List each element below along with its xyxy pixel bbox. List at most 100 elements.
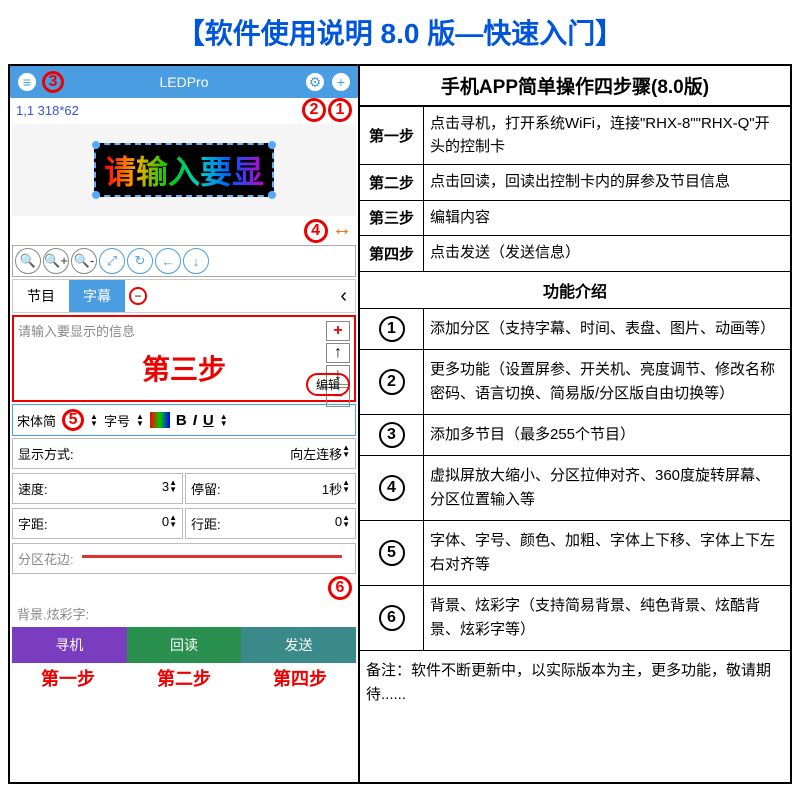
bold-button[interactable]: B	[176, 412, 187, 429]
step4-label: 第四步	[242, 665, 358, 691]
stepper-icon[interactable]: ▲▼	[169, 514, 177, 533]
feature-row: 5字体、字号、颜色、加粗、字体上下移、字体上下左右对齐等	[360, 521, 790, 586]
feature-desc: 添加分区（支持字幕、时间、表盘、图片、动画等）	[424, 309, 790, 349]
arrow-icon: ↔	[332, 218, 352, 240]
rotate-icon[interactable]: ↻	[127, 248, 153, 274]
bottom-buttons: 寻机 回读 发送	[12, 627, 356, 663]
font-row: 宋体简 5 ▲▼ 字号 ▲▼ B I U ▲▼	[12, 404, 356, 436]
annotation-1: 1	[328, 98, 352, 122]
feature-num-cell: 5	[360, 521, 424, 585]
step2-label: 第二步	[126, 665, 242, 691]
border-row: 分区花边:	[12, 543, 356, 574]
move-left-icon[interactable]: ←	[155, 248, 181, 274]
feature-num: 4	[379, 475, 405, 501]
display-mode-row: 显示方式: 向左连移 ▲▼	[12, 438, 356, 469]
preview-text: 请输入要显	[104, 154, 264, 190]
stepper-icon[interactable]: ▲▼	[342, 479, 350, 498]
plus-icon[interactable]: +	[330, 71, 352, 93]
annotation-5: 5	[62, 409, 84, 431]
zoom-in-icon[interactable]: 🔍+	[43, 248, 69, 274]
readback-button[interactable]: 回读	[127, 627, 242, 663]
up-button[interactable]: ↑	[326, 343, 350, 363]
feature-row: 4 虚拟屏放大缩小、分区拉伸对齐、360度旋转屏幕、分区位置输入等	[360, 456, 790, 521]
feature-desc: 更多功能（设置屏参、开关机、亮度调节、修改名称密码、语言切换、简易版/分区版自由…	[424, 350, 790, 414]
underline-button[interactable]: U	[203, 412, 214, 429]
charspace-value[interactable]: 0	[162, 514, 169, 533]
feature-row: 6背景、炫彩字（支持简易背景、纯色背景、炫酷背景、炫彩字等）	[360, 586, 790, 651]
step-desc: 点击寻机，打开系统WiFi，连接"RHX-8""RHX-Q"开头的控制卡	[424, 107, 790, 164]
feature-num-cell: 4	[360, 456, 424, 520]
step-desc: 点击回读，回读出控制卡内的屏参及节目信息	[424, 165, 790, 200]
feature-desc: 添加多节目（最多255个节目）	[424, 415, 790, 455]
app-title: LEDPro	[159, 74, 208, 90]
linespace-label: 行距:	[191, 514, 221, 533]
message-editor[interactable]: 请输入要显示的信息 第三步 + ↑ ↓ − 编辑	[12, 315, 356, 402]
border-preview[interactable]	[82, 555, 342, 558]
bg-label: 背景.炫彩字:	[17, 604, 89, 623]
stay-row: 停留: 1秒 ▲▼	[185, 473, 356, 504]
speed-label: 速度:	[18, 479, 48, 498]
linespace-value[interactable]: 0	[335, 514, 342, 533]
feature-row: 2 更多功能（设置屏参、开关机、亮度调节、修改名称密码、语言切换、简易版/分区版自…	[360, 350, 790, 415]
message-input[interactable]: 请输入要显示的信息	[18, 321, 350, 340]
feature-num-cell: 2	[360, 350, 424, 414]
stay-label: 停留:	[191, 479, 221, 498]
step3-overlay: 第三步	[18, 340, 350, 396]
size-stepper-icon[interactable]: ▲▼	[136, 413, 144, 427]
step-labels: 第一步 第二步 第四步	[10, 665, 358, 691]
preview-area[interactable]: 请输入要显	[12, 124, 356, 216]
zoom-toolbar: 🔍 🔍+ 🔍- ⤢ ↻ ← ↓	[12, 245, 356, 277]
annotation-2: 2	[302, 98, 326, 122]
edit-button[interactable]: 编辑	[306, 373, 350, 396]
feature-num-cell: 3	[360, 415, 424, 455]
stepper-icon[interactable]: ▲▼	[342, 444, 350, 463]
features-title: 功能介绍	[360, 272, 790, 309]
feature-num: 2	[379, 369, 405, 395]
stepper-icon[interactable]: ▲▼	[342, 514, 350, 533]
step-label: 第二步	[360, 165, 424, 200]
feature-desc: 背景、炫彩字（支持简易背景、纯色背景、炫酷背景、炫彩字等）	[424, 586, 790, 650]
speed-value[interactable]: 3	[162, 479, 169, 498]
step-row: 第二步点击回读，回读出控制卡内的屏参及节目信息	[360, 165, 790, 201]
stay-value[interactable]: 1秒	[322, 479, 342, 498]
font-name[interactable]: 宋体简	[17, 411, 56, 430]
add-button[interactable]: +	[326, 321, 350, 341]
tab-close-icon[interactable]: −	[129, 287, 147, 305]
app-header: ≡ 3 LEDPro ⚙ +	[10, 66, 358, 98]
stepper-icon[interactable]: ▲▼	[169, 479, 177, 498]
search-button[interactable]: 寻机	[12, 627, 127, 663]
tab-subtitle[interactable]: 字幕	[69, 280, 125, 312]
page-title: 【软件使用说明 8.0 版—快速入门】	[0, 0, 800, 64]
linespace-row: 行距: 0 ▲▼	[185, 508, 356, 539]
feature-desc: 字体、字号、颜色、加粗、字体上下移、字体上下左右对齐等	[424, 521, 790, 585]
fit-icon[interactable]: ⤢	[99, 248, 125, 274]
menu-icon[interactable]: ≡	[16, 71, 38, 93]
annotation-6: 6	[328, 576, 352, 600]
feature-num-cell: 1	[360, 309, 424, 349]
step-row: 第三步编辑内容	[360, 201, 790, 237]
step-desc: 编辑内容	[424, 201, 790, 236]
info-title: 手机APP简单操作四步骤(8.0版)	[360, 66, 790, 107]
preview-box[interactable]: 请输入要显	[94, 143, 274, 197]
border-label: 分区花边:	[18, 549, 74, 568]
italic-button[interactable]: I	[193, 412, 197, 429]
chevron-left-icon[interactable]: ‹	[332, 285, 355, 308]
app-screenshot: ≡ 3 LEDPro ⚙ + 1,1 318*62 2 1 请输入要显	[10, 66, 360, 782]
annotation-3: 3	[42, 71, 64, 93]
font-stepper-icon[interactable]: ▲▼	[90, 413, 98, 427]
align-stepper-icon[interactable]: ▲▼	[220, 413, 228, 427]
tab-program[interactable]: 节目	[13, 280, 69, 312]
zoom-reset-icon[interactable]: 🔍	[15, 248, 41, 274]
gear-icon[interactable]: ⚙	[304, 71, 326, 93]
color-swatch[interactable]	[150, 412, 170, 428]
step-row: 第四步点击发送（发送信息）	[360, 236, 790, 272]
feature-row: 1添加分区（支持字幕、时间、表盘、图片、动画等）	[360, 309, 790, 350]
send-button[interactable]: 发送	[241, 627, 356, 663]
charspace-row: 字距: 0 ▲▼	[12, 508, 183, 539]
zoom-out-icon[interactable]: 🔍-	[71, 248, 97, 274]
feature-desc: 虚拟屏放大缩小、分区拉伸对齐、360度旋转屏幕、分区位置输入等	[424, 456, 790, 520]
speed-row: 速度: 3 ▲▼	[12, 473, 183, 504]
display-mode-value[interactable]: 向左连移	[290, 444, 342, 463]
feature-row: 3添加多节目（最多255个节目）	[360, 415, 790, 456]
move-down-icon[interactable]: ↓	[183, 248, 209, 274]
